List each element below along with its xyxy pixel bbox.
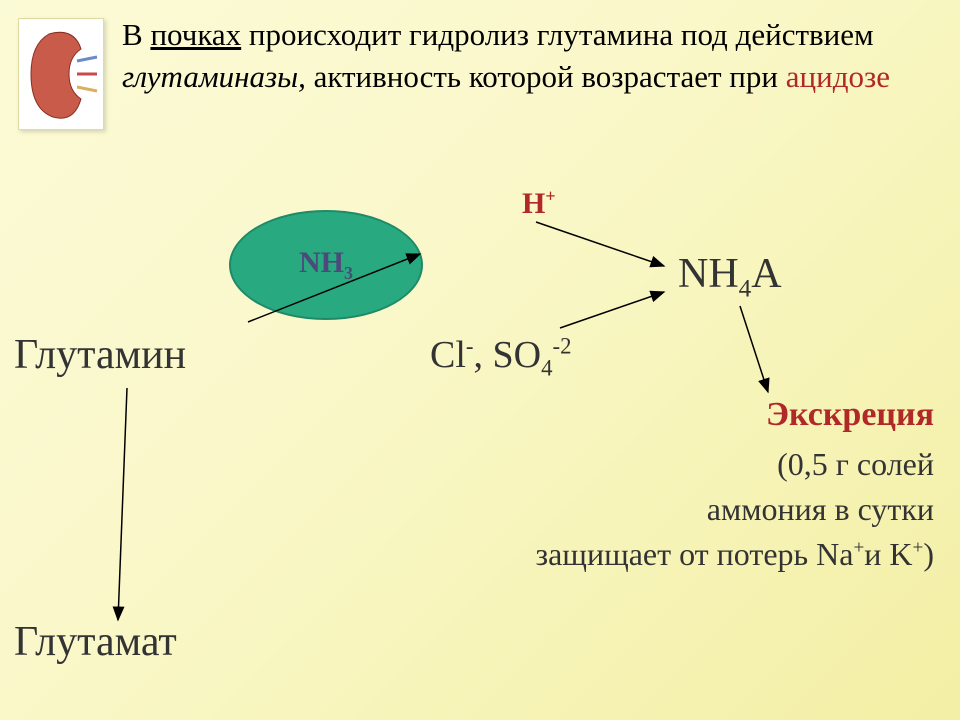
intro-pre: В <box>122 17 150 52</box>
excretion-line2: аммония в сутки <box>334 487 934 532</box>
nh3-ellipse: NH3 <box>229 210 423 320</box>
h-plus-label: H+ <box>522 186 556 221</box>
glutamine-label: Глутамин <box>14 331 186 379</box>
intro-mid1: происходит гидролиз глутамина под действ… <box>241 17 873 52</box>
nh4a-label: NH4A <box>678 250 782 303</box>
kidney-image <box>18 18 104 130</box>
intro-mid2: активность которой возрастает при <box>306 59 786 94</box>
excretion-details: (0,5 г солей аммония в сутки защищает от… <box>334 442 934 576</box>
excretion-line1: (0,5 г солей <box>334 442 934 487</box>
nh3-label: NH3 <box>299 246 353 284</box>
excretion-line3: защищает от потерь Na+и K+) <box>334 532 934 577</box>
excretion-title: Экскреция <box>766 396 934 434</box>
intro-kidneys: почках <box>150 17 241 52</box>
intro-acidosis: ацидозе <box>786 59 890 94</box>
anions-label: Cl-, SO4-2 <box>430 333 571 382</box>
glutamate-label: Глутамат <box>14 618 177 666</box>
intro-text: В почках происходит гидролиз глутамина п… <box>122 14 932 98</box>
intro-enzyme: глутаминазы, <box>122 59 306 94</box>
